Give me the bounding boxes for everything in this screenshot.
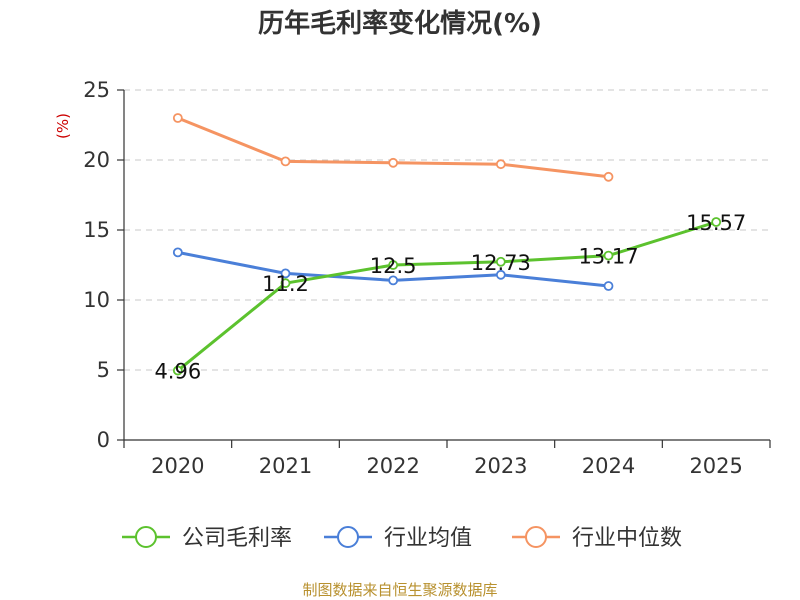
data-label: 12.73 xyxy=(471,251,531,275)
data-label: 15.57 xyxy=(686,211,746,235)
legend-item: 公司毛利率 xyxy=(122,526,292,551)
data-point xyxy=(172,247,183,258)
legend-swatch-marker xyxy=(135,526,157,548)
data-point xyxy=(172,113,183,123)
data-point xyxy=(388,275,399,286)
data-point xyxy=(280,268,291,279)
series-line-0 xyxy=(176,220,718,373)
y-tick-label: 20 xyxy=(83,148,110,172)
legend-label: 行业中位数 xyxy=(572,526,682,551)
data-point xyxy=(388,260,399,270)
data-point xyxy=(280,156,291,167)
legend-label: 公司毛利率 xyxy=(182,526,292,551)
data-point xyxy=(495,269,506,280)
legend-swatch-marker xyxy=(525,526,547,548)
x-tick-label: 2022 xyxy=(366,454,419,478)
data-point xyxy=(388,157,399,168)
series-line-2 xyxy=(176,116,610,179)
legend-item: 行业均值 xyxy=(324,526,472,551)
x-tick-label: 2024 xyxy=(582,454,635,478)
chart-title: 历年毛利率变化情况(%) xyxy=(258,8,542,39)
y-tick-label: 5 xyxy=(97,358,110,382)
y-tick-label: 0 xyxy=(97,428,110,452)
data-label: 4.96 xyxy=(154,360,201,384)
data-point xyxy=(711,217,722,227)
source-note: 制图数据来自恒生聚源数据库 xyxy=(302,581,497,599)
data-point xyxy=(495,159,506,170)
legend-swatch-marker xyxy=(337,526,359,548)
data-point xyxy=(603,171,614,182)
data-label: 11.2 xyxy=(262,272,309,296)
series-lines xyxy=(172,113,722,376)
data-label: 12.5 xyxy=(370,254,417,278)
y-tick-label: 15 xyxy=(83,218,110,242)
data-point xyxy=(603,281,614,291)
y-axis-label: (%) xyxy=(54,113,72,139)
x-tick-label: 2021 xyxy=(259,454,312,478)
x-tick-label: 2025 xyxy=(689,454,742,478)
data-label: 13.17 xyxy=(578,245,638,269)
x-tick-label: 2020 xyxy=(151,454,204,478)
data-labels: 4.96 11.2 12.5 12.73 13.17 15.57 xyxy=(154,211,746,384)
legend-item: 行业中位数 xyxy=(512,526,682,551)
y-tick-label: 25 xyxy=(83,78,110,102)
data-point xyxy=(172,365,183,376)
data-point xyxy=(495,256,506,267)
y-tick-label: 10 xyxy=(83,288,110,312)
x-tick-label: 2023 xyxy=(474,454,527,478)
legend-label: 行业均值 xyxy=(384,526,472,551)
data-point xyxy=(603,250,614,261)
gridlines xyxy=(124,89,770,371)
legend: 公司毛利率 行业均值 行业中位数 xyxy=(122,526,682,551)
data-point xyxy=(280,278,291,289)
